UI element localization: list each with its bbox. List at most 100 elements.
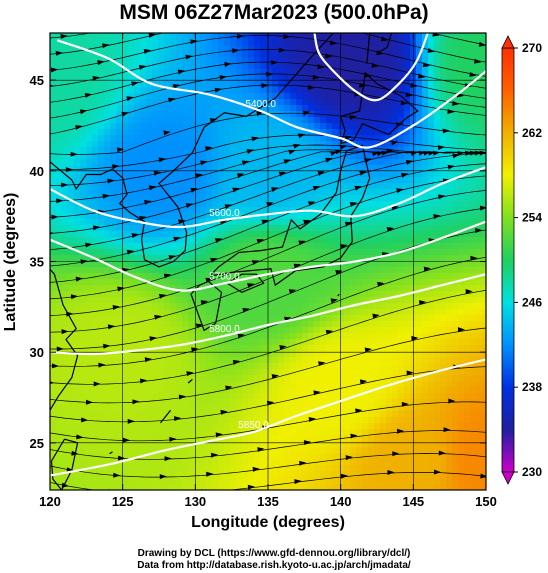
heat-cell bbox=[110, 309, 117, 316]
heat-cell bbox=[368, 381, 375, 388]
heat-cell bbox=[260, 327, 267, 334]
heat-cell bbox=[110, 471, 117, 478]
heat-cell bbox=[164, 471, 171, 478]
heat-cell bbox=[302, 123, 309, 130]
heat-cell bbox=[368, 189, 375, 196]
heat-cell bbox=[116, 369, 123, 376]
heat-cell bbox=[230, 321, 237, 328]
heat-cell bbox=[278, 237, 285, 244]
heat-cell bbox=[266, 429, 273, 436]
heat-cell bbox=[254, 129, 261, 136]
heat-cell bbox=[128, 39, 135, 46]
heat-cell bbox=[284, 291, 291, 298]
heat-cell bbox=[224, 411, 231, 418]
heat-cell bbox=[332, 453, 339, 460]
heat-cell bbox=[314, 339, 321, 346]
heat-cell bbox=[362, 471, 369, 478]
heat-cell bbox=[284, 261, 291, 268]
heat-cell bbox=[200, 45, 207, 52]
heat-cell bbox=[80, 279, 87, 286]
heat-cell bbox=[74, 189, 81, 196]
heat-cell bbox=[386, 429, 393, 436]
heat-cell bbox=[74, 69, 81, 76]
heat-cell bbox=[230, 369, 237, 376]
heat-cell bbox=[272, 255, 279, 262]
heat-cell bbox=[362, 243, 369, 250]
heat-cell bbox=[86, 243, 93, 250]
heat-cell bbox=[200, 417, 207, 424]
heat-cell bbox=[296, 375, 303, 382]
heat-cell bbox=[296, 429, 303, 436]
heat-cell bbox=[266, 57, 273, 64]
heat-cell bbox=[434, 255, 441, 262]
heat-cell bbox=[140, 195, 147, 202]
heat-cell bbox=[98, 249, 105, 256]
heat-cell bbox=[80, 207, 87, 214]
heat-cell bbox=[428, 345, 435, 352]
heat-cell bbox=[98, 129, 105, 136]
heat-cell bbox=[236, 219, 243, 226]
heat-cell bbox=[200, 69, 207, 76]
heat-cell bbox=[140, 183, 147, 190]
heat-cell bbox=[338, 171, 345, 178]
heat-cell bbox=[152, 219, 159, 226]
heat-cell bbox=[80, 291, 87, 298]
heat-cell bbox=[230, 375, 237, 382]
heat-cell bbox=[140, 279, 147, 286]
heat-cell bbox=[326, 369, 333, 376]
heat-cell bbox=[194, 93, 201, 100]
heat-cell bbox=[140, 309, 147, 316]
heat-cell bbox=[194, 471, 201, 478]
heat-cell bbox=[422, 363, 429, 370]
heat-cell bbox=[296, 351, 303, 358]
heat-cell bbox=[374, 243, 381, 250]
heat-cell bbox=[344, 123, 351, 130]
heat-cell bbox=[140, 393, 147, 400]
heat-cell bbox=[206, 117, 213, 124]
heat-cell bbox=[320, 225, 327, 232]
heat-cell bbox=[386, 81, 393, 88]
heat-cell bbox=[212, 207, 219, 214]
heat-cell bbox=[134, 129, 141, 136]
heat-cell bbox=[422, 333, 429, 340]
heat-cell bbox=[152, 447, 159, 454]
heat-cell bbox=[152, 51, 159, 58]
heat-cell bbox=[188, 75, 195, 82]
heat-cell bbox=[398, 309, 405, 316]
heat-cell bbox=[266, 441, 273, 448]
heat-cell bbox=[170, 165, 177, 172]
heat-cell bbox=[338, 399, 345, 406]
heat-cell bbox=[260, 465, 267, 472]
heat-cell bbox=[50, 375, 57, 382]
heat-cell bbox=[236, 111, 243, 118]
heat-cell bbox=[212, 183, 219, 190]
heat-cell bbox=[164, 207, 171, 214]
heat-cell bbox=[62, 315, 69, 322]
heat-cell bbox=[320, 189, 327, 196]
heat-cell bbox=[272, 381, 279, 388]
heat-cell bbox=[326, 81, 333, 88]
heat-cell bbox=[266, 345, 273, 352]
heat-cell bbox=[98, 327, 105, 334]
heat-cell bbox=[278, 93, 285, 100]
heat-cell bbox=[356, 321, 363, 328]
heat-cell bbox=[290, 237, 297, 244]
heat-cell bbox=[164, 165, 171, 172]
heat-cell bbox=[368, 81, 375, 88]
heat-cell bbox=[362, 477, 369, 484]
heat-cell bbox=[428, 447, 435, 454]
heat-cell bbox=[170, 183, 177, 190]
heat-cell bbox=[356, 141, 363, 148]
heat-cell bbox=[188, 375, 195, 382]
heat-cell bbox=[224, 405, 231, 412]
heat-cell bbox=[110, 249, 117, 256]
heat-cell bbox=[284, 129, 291, 136]
heat-cell bbox=[230, 231, 237, 238]
heat-cell bbox=[170, 411, 177, 418]
heat-cell bbox=[80, 249, 87, 256]
heat-cell bbox=[98, 357, 105, 364]
heat-cell bbox=[320, 363, 327, 370]
heat-cell bbox=[398, 147, 405, 154]
heat-cell bbox=[278, 111, 285, 118]
heat-cell bbox=[296, 231, 303, 238]
